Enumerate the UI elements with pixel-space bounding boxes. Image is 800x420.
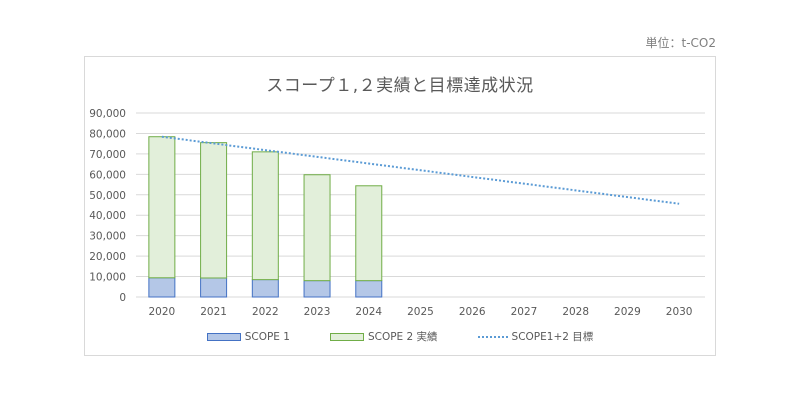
legend-swatch-scope2 (329, 332, 364, 341)
bar-scope2 (251, 151, 279, 281)
legend-swatch-scope1 (206, 332, 241, 341)
y-tick-label: 0 (119, 292, 126, 304)
x-tick-label: 2028 (562, 306, 589, 318)
bar-scope1 (303, 280, 331, 298)
plot-area: 0 10,000 20,000 30,000 40,000 50,000 60,000 70,… (89, 108, 705, 318)
x-tick-label: 2025 (407, 306, 434, 318)
legend-item-scope2: SCOPE 2 実績 (329, 329, 438, 344)
bar-scope2 (200, 142, 228, 279)
y-tick-label: 20,000 (89, 251, 126, 263)
bar-scope1 (148, 277, 176, 298)
y-tick-label: 60,000 (89, 169, 126, 181)
legend: SCOPE 1 SCOPE 2 実績 SCOPE1+2 目標 (85, 329, 715, 344)
bar-scope1 (355, 280, 383, 298)
x-tick-label: 2022 (252, 306, 279, 318)
y-tick-label: 40,000 (89, 210, 126, 222)
bar-scope1 (200, 277, 228, 298)
x-tick-label: 2030 (666, 306, 693, 318)
x-tick-label: 2024 (355, 306, 382, 318)
legend-label: SCOPE 1 (244, 330, 290, 343)
y-tick-label: 80,000 (89, 128, 126, 140)
x-tick-label: 2029 (614, 306, 641, 318)
x-tick-label: 2026 (459, 306, 486, 318)
y-tick-label: 70,000 (89, 149, 126, 161)
legend-item-scope1: SCOPE 1 (206, 329, 290, 344)
legend-swatch-target (477, 335, 508, 338)
x-tick-label: 2027 (511, 306, 538, 318)
chart-container: スコープ１,２実績と目標達成状況 0 10,000 20,000 30,000 40,0… (84, 56, 716, 356)
y-tick-label: 10,000 (89, 272, 126, 284)
x-tick-label: 2023 (304, 306, 331, 318)
x-tick-label: 2020 (148, 306, 175, 318)
bar-scope1 (251, 279, 279, 298)
bar-scope2 (303, 174, 331, 282)
chart-title: スコープ１,２実績と目標達成状況 (266, 76, 534, 96)
unit-label: 単位：t-CO2 (645, 36, 717, 50)
bar-scope2 (355, 185, 383, 282)
y-tick-label: 50,000 (89, 190, 126, 202)
legend-label: SCOPE1+2 目標 (511, 331, 594, 343)
legend-item-target: SCOPE1+2 目標 (477, 329, 594, 344)
y-tick-label: 30,000 (89, 231, 126, 243)
target-line (161, 135, 680, 205)
legend-label: SCOPE 2 実績 (367, 331, 438, 343)
y-tick-label: 90,000 (89, 108, 126, 120)
bar-scope2 (148, 136, 176, 279)
x-tick-label: 2021 (200, 306, 227, 318)
